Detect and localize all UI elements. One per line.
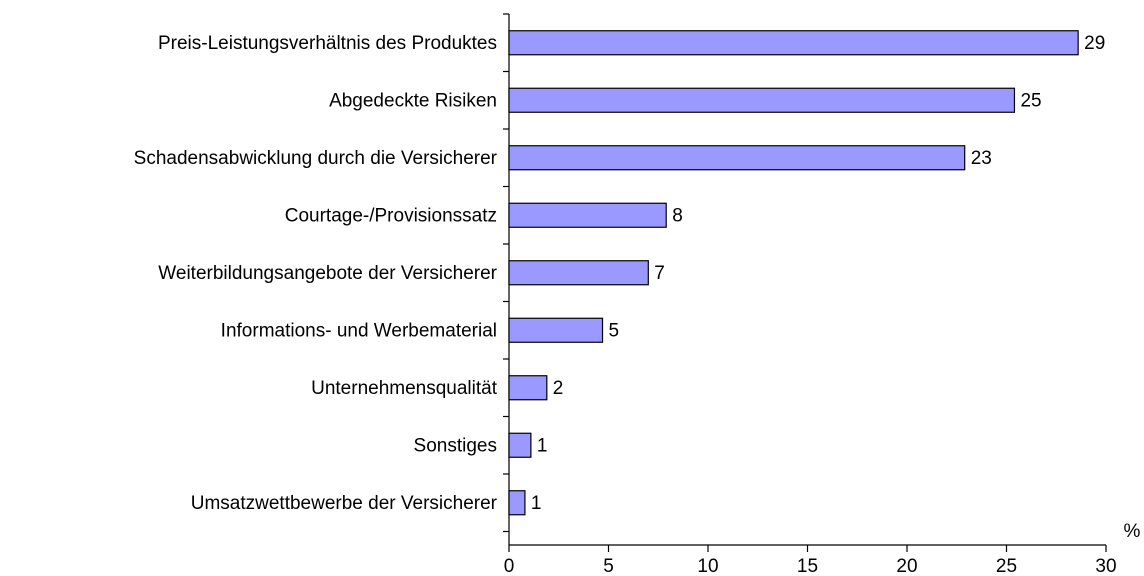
- data-label: 25: [1020, 90, 1041, 111]
- data-label: 2: [553, 378, 564, 399]
- bar: [508, 30, 1079, 56]
- x-tick-label: 0: [504, 556, 515, 576]
- x-tick-label: 10: [697, 556, 718, 576]
- bar: [508, 317, 604, 343]
- data-label: 5: [609, 320, 620, 341]
- bar: [508, 490, 526, 516]
- x-tick-label: 25: [996, 556, 1017, 576]
- data-label: 1: [531, 493, 542, 514]
- x-tick-label: 5: [603, 556, 614, 576]
- bar: [508, 375, 548, 401]
- x-tick-label: 30: [1095, 556, 1116, 576]
- data-label: 1: [537, 435, 548, 456]
- bar: [508, 260, 649, 286]
- y-tick-label: Umsatzwettbewerbe der Versicherer: [191, 493, 498, 514]
- data-label: 23: [971, 148, 992, 169]
- y-tick-label: Schadensabwicklung durch die Versicherer: [134, 148, 498, 169]
- y-tick-label: Informations- und Werbematerial: [221, 320, 497, 341]
- bar: [508, 87, 1016, 113]
- y-tick-label: Preis-Leistungsverhältnis des Produktes: [158, 33, 497, 54]
- x-tick-label: 20: [896, 556, 917, 576]
- y-tick-label: Weiterbildungsangebote der Versicherer: [158, 263, 497, 284]
- y-tick-label: Abgedeckte Risiken: [329, 90, 497, 111]
- y-tick-label: Courtage-/Provisionssatz: [285, 205, 497, 226]
- bar: [508, 145, 966, 171]
- data-label: 7: [654, 263, 665, 284]
- x-tick-label: 15: [797, 556, 818, 576]
- x-axis-label: %: [1124, 521, 1141, 542]
- y-tick-label: Unternehmensqualität: [311, 378, 498, 399]
- bar: [508, 432, 532, 458]
- data-label: 29: [1084, 33, 1105, 54]
- data-label: 8: [672, 205, 683, 226]
- y-tick-label: Sonstiges: [414, 435, 497, 456]
- bar: [508, 202, 667, 228]
